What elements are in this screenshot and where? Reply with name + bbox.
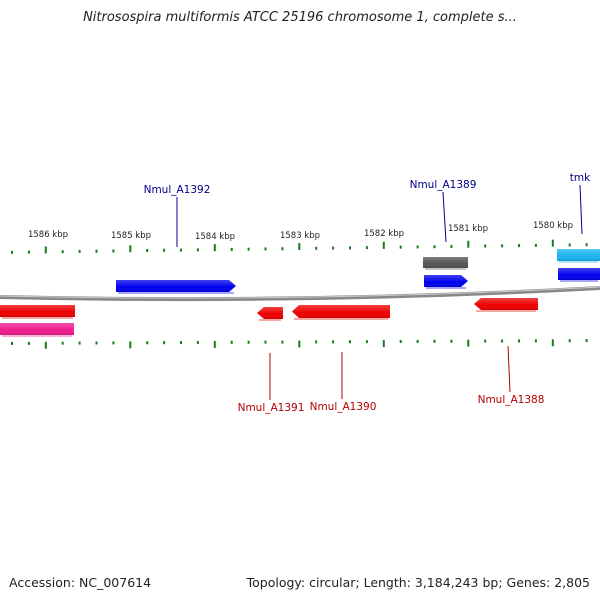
gene-arrow[interactable] xyxy=(423,257,468,270)
gene-label-text[interactable]: Nmul_A1391 xyxy=(238,402,305,414)
gene-label-text[interactable]: Nmul_A1390 xyxy=(310,401,377,413)
gene-label-text[interactable]: Nmul_A1388 xyxy=(478,394,545,406)
gene-arrow[interactable] xyxy=(474,298,538,312)
gene-label[interactable]: Nmul_A1392 xyxy=(144,184,211,247)
scale-label: 1584 kbp xyxy=(195,232,235,242)
gene-arrow[interactable] xyxy=(292,305,390,320)
gene-label-text[interactable]: tmk xyxy=(570,172,591,184)
scale-label: 1585 kbp xyxy=(111,231,151,241)
gene-arrow[interactable] xyxy=(557,249,600,263)
gene-labels: Nmul_A1392 Nmul_A1389 tmk Nmul_A1391 Nmul_A1… xyxy=(144,172,592,414)
gene-label-text[interactable]: Nmul_A1389 xyxy=(410,179,477,191)
scale-label: 1581 kbp xyxy=(448,224,488,234)
gene-label-text[interactable]: Nmul_A1392 xyxy=(144,184,211,196)
gene-label[interactable]: Nmul_A1391 xyxy=(238,353,305,414)
gene-features xyxy=(0,249,600,337)
gene-arrow[interactable] xyxy=(0,305,75,319)
genome-summary-text: Topology: circular; Length: 3,184,243 bp… xyxy=(246,575,590,590)
map-title: Nitrosospira multiformis ATCC 25196 chro… xyxy=(83,10,517,25)
scale-ticks-bottom xyxy=(11,339,588,349)
gene-label[interactable]: tmk xyxy=(570,172,591,235)
gene-label[interactable]: Nmul_A1389 xyxy=(410,179,477,243)
chromosome-backbone xyxy=(0,286,600,302)
gene-arrow[interactable] xyxy=(0,323,74,337)
scale-label: 1583 kbp xyxy=(280,231,320,241)
scale-label: 1580 kbp xyxy=(533,221,573,231)
scale-labels: 1586 kbp 1585 kbp 1584 kbp 1583 kbp 1582 kbp… xyxy=(28,221,573,242)
gene-arrow[interactable] xyxy=(558,268,600,282)
scale-label: 1582 kbp xyxy=(364,229,404,239)
scale-label: 1586 kbp xyxy=(28,230,68,240)
gene-arrow[interactable] xyxy=(116,280,236,294)
gene-arrow[interactable] xyxy=(257,307,283,321)
gene-label[interactable]: Nmul_A1390 xyxy=(310,352,377,413)
scale-ticks-top xyxy=(11,239,588,254)
gene-label[interactable]: Nmul_A1388 xyxy=(478,345,545,406)
gene-arrow[interactable] xyxy=(424,275,468,289)
accession-text: Accession: NC_007614 xyxy=(9,575,152,590)
